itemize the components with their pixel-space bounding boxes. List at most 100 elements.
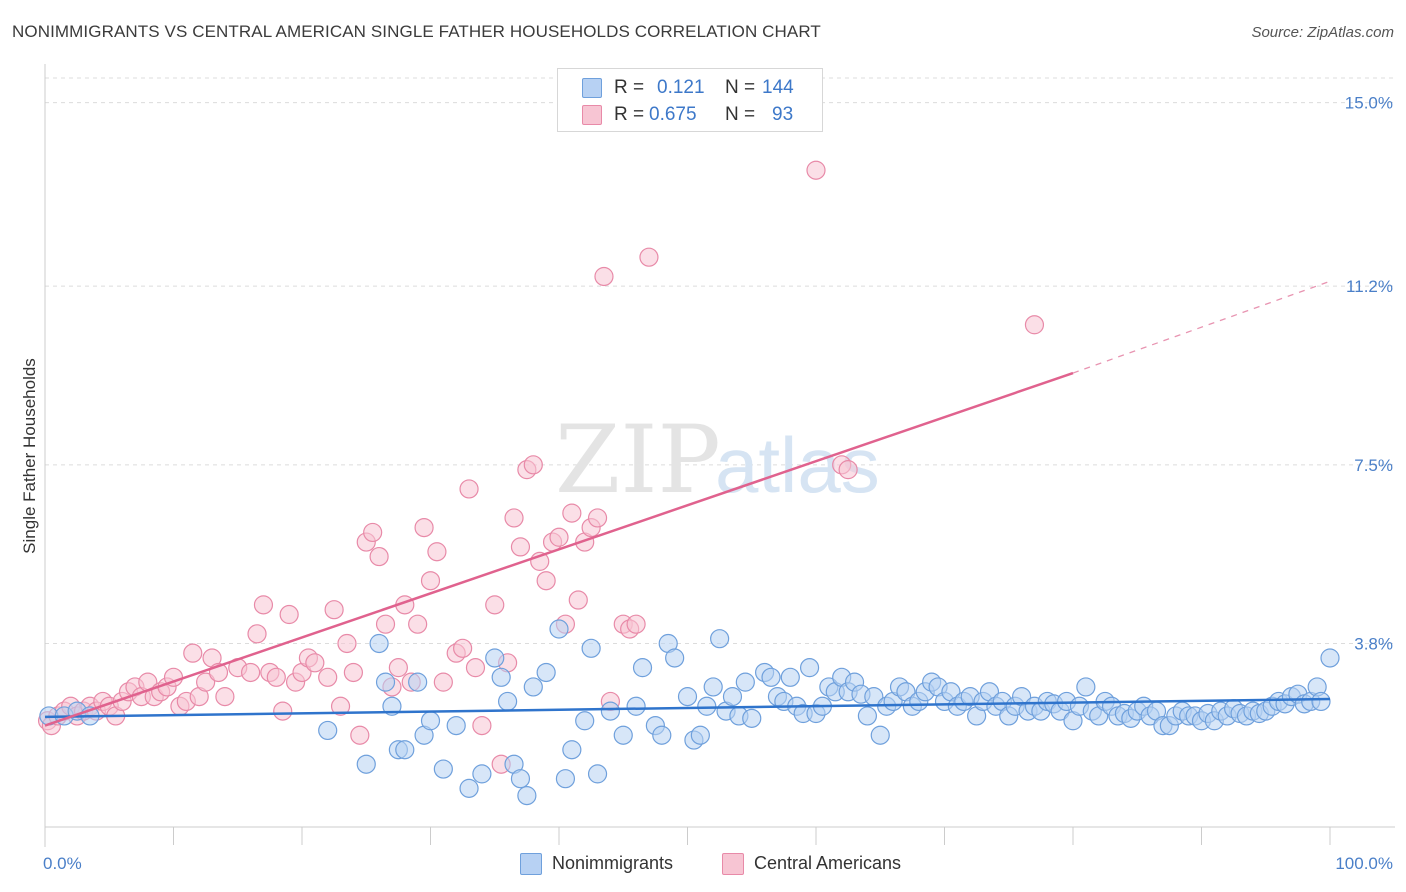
nonimmigrants-point <box>356 754 376 774</box>
nonimmigrants-point <box>433 759 453 779</box>
central-americans-point <box>459 479 479 499</box>
central-americans-point <box>465 658 486 678</box>
nonimmigrants-point <box>761 667 781 687</box>
central-americans-trend-extension <box>1072 280 1331 374</box>
watermark-zip: ZIP <box>555 406 721 515</box>
grid-lines <box>45 77 1395 644</box>
central-americans-point <box>485 595 505 615</box>
nonimmigrants-point <box>652 725 672 745</box>
nonimmigrants-point <box>517 786 537 806</box>
nonimmigrants-points <box>39 619 1340 806</box>
nonimmigrants-trend-line <box>44 697 1331 719</box>
nonimmigrants-point <box>575 711 595 731</box>
central-americans-trend-line <box>44 371 1074 727</box>
central-americans-point <box>273 701 293 721</box>
nonimmigrants-point <box>498 691 518 712</box>
legend-n-label: N = <box>725 104 756 125</box>
central-americans-point <box>343 662 363 683</box>
nonimmigrants-point <box>446 715 466 736</box>
central-americans-point <box>337 633 357 654</box>
central-americans-point <box>806 160 826 180</box>
central-americans-point <box>266 667 286 687</box>
nonimmigrants-point <box>870 725 890 745</box>
central-americans-point <box>472 715 492 736</box>
x-tick-label: 100.0% <box>1335 854 1393 873</box>
nonimmigrants-point <box>742 708 762 728</box>
central-americans-point <box>1024 315 1045 335</box>
y-tick-label: 15.0% <box>1345 94 1393 113</box>
central-americans-point <box>549 527 569 547</box>
watermark: ZIP atlas <box>555 406 880 515</box>
nonimmigrants-point <box>613 725 633 745</box>
central-americans-point <box>253 595 274 615</box>
central-americans-point <box>375 614 396 634</box>
central-americans-point <box>536 571 556 591</box>
legend-label: Central Americans <box>754 853 902 873</box>
central-americans-point <box>241 662 261 683</box>
central-americans-point <box>414 517 434 538</box>
nonimmigrants-point <box>632 658 653 678</box>
legend-swatch-pink <box>582 105 602 125</box>
nonimmigrants-point <box>799 658 820 678</box>
nonimmigrants-point <box>697 696 717 716</box>
central-americans-point <box>305 653 325 673</box>
central-americans-point <box>594 266 614 287</box>
nonimmigrants-point <box>1311 691 1331 712</box>
y-tick-label: 7.5% <box>1354 456 1393 475</box>
legend-swatch-blue <box>582 78 602 98</box>
central-americans-point <box>639 247 659 267</box>
central-americans-point <box>504 508 524 528</box>
central-americans-point <box>279 604 299 625</box>
nonimmigrants-point <box>1076 677 1096 697</box>
central-americans-point <box>510 537 531 557</box>
central-americans-point <box>427 542 447 562</box>
y-tick-label: 11.2% <box>1346 277 1393 296</box>
central-americans-point <box>369 546 389 567</box>
nonimmigrants-point <box>857 706 878 726</box>
central-americans-point <box>324 600 344 620</box>
nonimmigrants-point <box>703 677 723 697</box>
nonimmigrants-point <box>491 667 511 687</box>
nonimmigrants-point <box>459 778 479 798</box>
nonimmigrants-point <box>581 638 601 658</box>
nonimmigrants-point <box>710 629 730 649</box>
nonimmigrants-point <box>395 740 415 760</box>
nonimmigrants-point <box>1320 648 1340 668</box>
nonimmigrants-point <box>555 769 576 789</box>
nonimmigrants-point <box>626 696 646 716</box>
trend-lines <box>44 280 1331 727</box>
nonimmigrants-point <box>472 764 492 784</box>
nonimmigrants-point <box>549 619 569 639</box>
central-americans-point <box>838 460 858 480</box>
central-americans-point <box>350 725 370 745</box>
nonimmigrants-point <box>408 672 428 692</box>
nonimmigrants-point <box>510 769 531 789</box>
nonimmigrants-point <box>587 764 608 784</box>
central-americans-point <box>215 687 235 707</box>
nonimmigrants-point <box>722 687 743 707</box>
nonimmigrants-point <box>318 720 338 741</box>
central-americans-point <box>420 571 441 591</box>
central-americans-point <box>562 503 582 523</box>
central-americans-point <box>363 522 383 543</box>
legend-swatch-blue <box>520 853 542 875</box>
legend-n-value: 93 <box>772 104 794 125</box>
legend-label: Nonimmigrants <box>552 853 674 873</box>
legend-swatch-pink <box>722 853 744 875</box>
y-tick-label: 3.8% <box>1354 634 1393 653</box>
chart-source: Source: ZipAtlas.com <box>1251 24 1394 41</box>
nonimmigrants-point <box>536 662 556 683</box>
central-americans-point <box>388 658 408 678</box>
stats-legend: R = 0.121 N = 144 R = 0.675 N = 93 <box>557 68 823 132</box>
central-americans-point <box>568 590 588 610</box>
central-americans-point <box>330 696 351 716</box>
legend-r-value: 0.675 <box>649 104 697 125</box>
central-americans-point <box>318 667 338 687</box>
nonimmigrants-point <box>690 725 710 745</box>
central-americans-point <box>433 672 453 692</box>
nonimmigrants-point <box>562 740 582 760</box>
nonimmigrants-point <box>677 687 698 707</box>
nonimmigrants-point <box>523 677 543 697</box>
central-americans-point <box>523 455 543 475</box>
legend-n-label: N = <box>725 77 756 98</box>
